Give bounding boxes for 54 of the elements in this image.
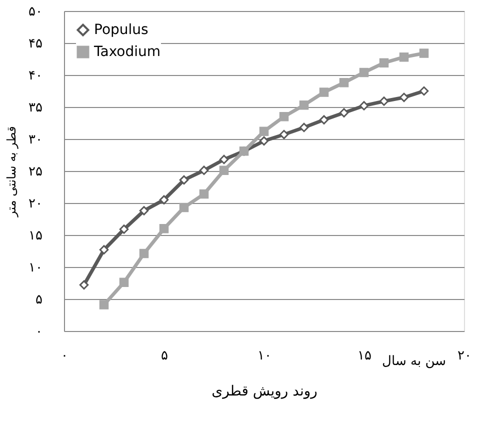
point [259,136,269,146]
point [99,245,109,254]
y-tick-label: ۴۰ [28,68,42,84]
point [259,126,269,136]
y-tick-label: ۲۰ [28,196,42,212]
y-tick-label: ۰ [36,324,42,340]
x-axis-title: روند رویش قطری [212,384,318,400]
point [139,206,149,216]
point [139,248,149,258]
y-axis-title: قطر به سانتی متر [4,126,19,218]
x-tick-label: ۲۰ [458,348,472,364]
y-tick-label: ۳۵ [28,100,43,116]
legend-label: Taxodium [93,44,161,60]
point [279,112,289,122]
x-tick-label: ۰ [61,348,68,364]
point [419,86,429,96]
point [379,58,389,68]
point [299,100,309,110]
point [119,278,129,287]
point [179,202,189,212]
legend-label: Populus [94,22,148,38]
y-tick-label: ۵۰ [28,4,42,20]
y-tick-label: ۲۵ [28,164,43,180]
x-tick-label: ۵ [161,348,168,364]
y-tick-label: ۴۵ [28,36,43,52]
point [199,189,209,199]
point [159,195,169,204]
point [119,224,129,234]
y-tick-label: ۵ [36,292,43,308]
y-tick-label: ۱۵ [28,228,43,244]
point [399,92,409,102]
text: سن به سال [382,354,446,369]
point [419,48,429,58]
point [219,154,229,164]
point [179,175,189,185]
point [79,280,89,290]
point [199,166,209,175]
point [299,122,309,132]
point [399,52,409,62]
point [339,78,349,88]
point [319,115,329,124]
point [379,96,389,106]
point [279,130,289,140]
y-tick-label: ۱۰ [28,260,42,276]
point [339,108,349,118]
point [99,300,109,310]
point [219,166,229,175]
point [159,224,169,234]
x-tick-label: ۱۰ [258,348,272,364]
point [359,68,369,78]
x-tick-label: ۱۵ [358,348,372,364]
y-tick-label: ۳۰ [28,132,42,148]
point [359,101,369,110]
point [319,88,329,97]
